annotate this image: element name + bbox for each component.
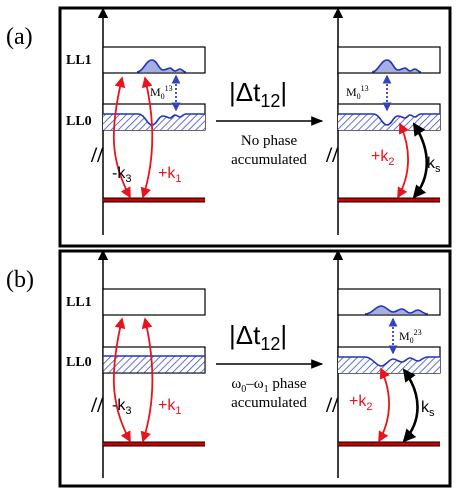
panel-b: (b) // LL1 LL0 -k3 +k1 |Δt12| ω0–ω1 phas… bbox=[6, 249, 452, 488]
panel-a-left-axis-break: // bbox=[90, 142, 104, 167]
panel-b-left-k1-arrow bbox=[140, 317, 154, 443]
panel-a-caption-line1: No phase bbox=[241, 133, 298, 149]
panel-a-right-ks-arrow bbox=[412, 122, 429, 199]
panel-a-right-k2-label: +k2 bbox=[371, 148, 394, 168]
panel-b-right-ks-arrow bbox=[402, 368, 419, 443]
panel-b-left-ll0-fill bbox=[103, 356, 205, 373]
panel-b-dt-label: |Δt12| bbox=[229, 320, 287, 354]
panel-a-dt-label: |Δt12| bbox=[229, 77, 287, 111]
panel-a-right-axis-break: // bbox=[325, 142, 339, 167]
panel-a-left-k3-label: -k3 bbox=[112, 165, 131, 185]
panel-b-left-k3-arrow bbox=[112, 317, 131, 443]
panel-a-left-k1-label: +k1 bbox=[158, 165, 181, 185]
panel-a-left-ll1-signal bbox=[136, 59, 187, 73]
panel-b-ll0-label: LL0 bbox=[66, 355, 92, 370]
panel-a-right-ll1-signal bbox=[371, 59, 422, 73]
panel-a-right-ll0-hole-edge bbox=[338, 113, 440, 126]
panel-b-label: (b) bbox=[6, 267, 34, 293]
panel-b-right-ll1-signal bbox=[364, 305, 429, 315]
panel-b-frame bbox=[58, 249, 452, 488]
panel-a-right-k2-arrow bbox=[397, 122, 409, 199]
panel-b-caption-line2: accumulated bbox=[231, 395, 307, 411]
panel-b-left-k3-label: -k3 bbox=[112, 397, 131, 417]
panel-a-ll0-label: LL0 bbox=[66, 114, 92, 129]
panel-b-right-ks-label: ks bbox=[421, 399, 435, 419]
panel-a-label: (a) bbox=[6, 24, 33, 50]
panel-b-ll1-label: LL1 bbox=[66, 295, 92, 310]
panel-a-left-k1-arrow bbox=[140, 76, 154, 199]
panel-b-left-ll1-box bbox=[102, 288, 206, 316]
panel-a-right-m-label: M013 bbox=[346, 84, 369, 101]
panel-b-right-ll0-hole-edge bbox=[338, 356, 440, 367]
panel-a-caption-line2: accumulated bbox=[231, 152, 307, 168]
panel-b-right-k2-label: +k2 bbox=[349, 393, 372, 413]
panel-b-right-axis-break: // bbox=[325, 392, 339, 417]
panel-a-left-m-label: M013 bbox=[150, 84, 173, 101]
panel-a-frame bbox=[58, 6, 452, 248]
panel-b-left-k1-label: +k1 bbox=[158, 397, 181, 417]
panel-b-right-k2-arrow bbox=[378, 367, 390, 443]
panel-a-ll1-label: LL1 bbox=[66, 53, 92, 68]
panel-a: (a) // LL1 LL0 -k3 +k1 M013 |Δt12| No ph… bbox=[6, 6, 452, 248]
panel-a-left-k3-arrow bbox=[112, 76, 131, 199]
panel-b-caption-line1: ω0–ω1 phase bbox=[231, 376, 306, 395]
panel-a-right-ks-label: ks bbox=[427, 155, 441, 175]
panel-b-right-m-label: M023 bbox=[399, 328, 422, 345]
panel-b-left-axis-break: // bbox=[90, 392, 104, 417]
